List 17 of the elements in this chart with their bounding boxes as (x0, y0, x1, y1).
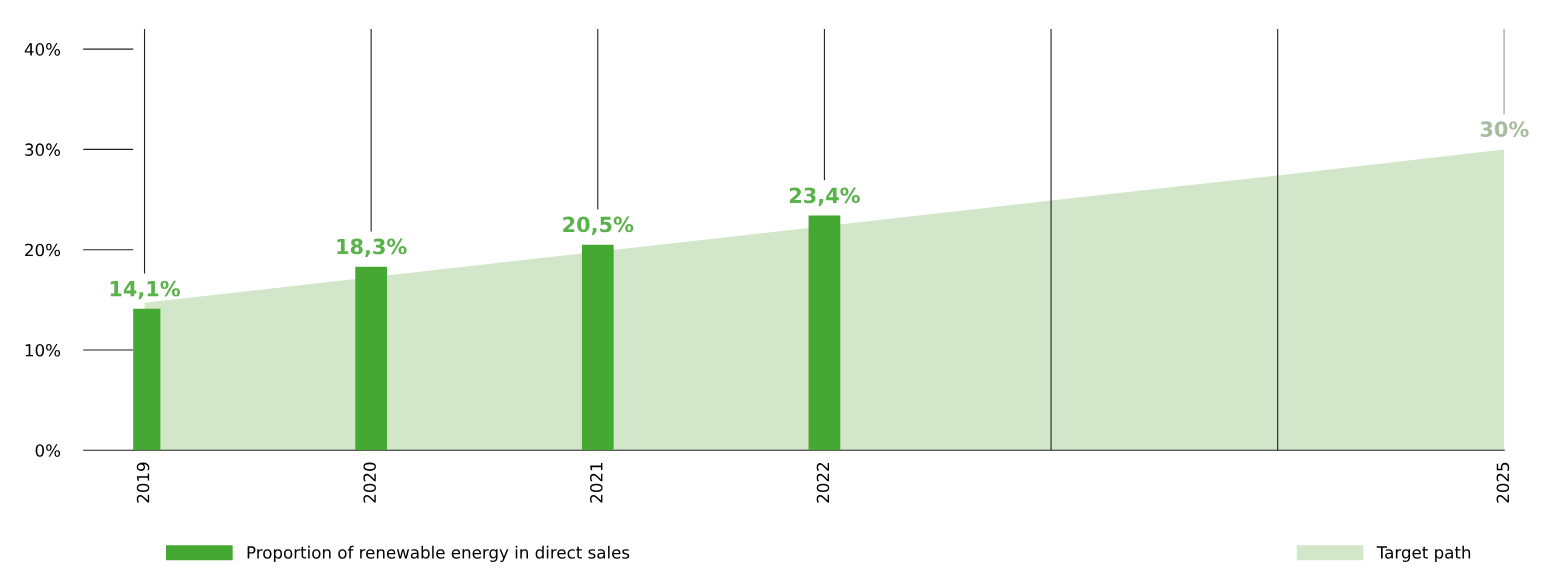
data-label: 14,1% (110, 280, 180, 300)
y-tick-label: 40% (24, 43, 61, 56)
x-tick-label: 2019 (136, 462, 150, 503)
y-tick-label: 0% (35, 444, 61, 457)
legend-label: Proportion of renewable energy in direct sales (247, 545, 630, 562)
data-label: 23,4% (789, 187, 860, 206)
data-label: 30% (1480, 121, 1529, 138)
x-tick-label: 2022 (816, 463, 830, 503)
legend-label: Target path (1376, 545, 1471, 562)
x-tick-label: 2021 (590, 462, 603, 503)
x-tick-label: 2020 (363, 462, 376, 503)
data-label: 20,5% (563, 216, 634, 235)
y-tick-label: 20% (25, 243, 61, 257)
x-tick-label: 2025 (1496, 462, 1510, 503)
data-label: 18,3% (337, 238, 407, 258)
y-tick-label: 30% (25, 143, 61, 156)
y-tick-label: 10% (25, 343, 61, 357)
